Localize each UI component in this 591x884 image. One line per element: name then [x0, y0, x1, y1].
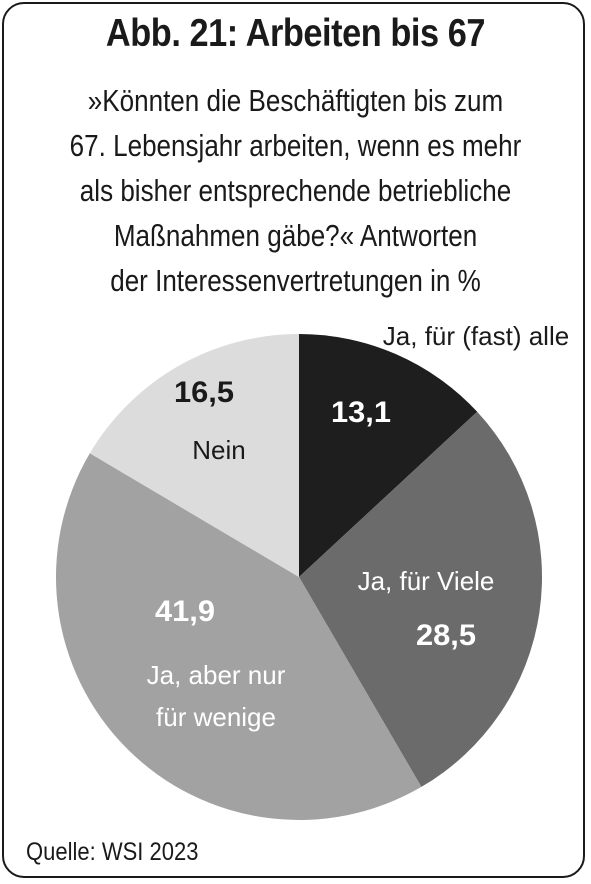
chart-title: Abb. 21: Arbeiten bis 67	[105, 12, 486, 55]
subtitle-line: »Könnten die Beschäftigten bis zum	[87, 83, 504, 118]
subtitle-line: als bisher entsprechende betriebliche	[79, 173, 512, 208]
source-note: Quelle: WSI 2023	[26, 838, 199, 866]
slice-value-label: 13,1	[331, 396, 391, 429]
slice-value-label: 28,5	[416, 619, 476, 652]
subtitle-line: 67. Lebensjahr arbeiten, wenn es mehr	[69, 128, 522, 163]
slice-category-label: Nein	[192, 435, 245, 465]
subtitle-line: der Interessenvertretungen in %	[110, 263, 481, 298]
slice-value-label: 41,9	[155, 595, 215, 628]
chart-subtitle: »Könnten die Beschäftigten bis zum 67. L…	[47, 78, 543, 303]
pie-slice	[89, 334, 299, 577]
pie-slice	[56, 453, 422, 820]
slice-category-label: Ja, für Viele	[358, 566, 495, 596]
pie-slice	[299, 411, 542, 787]
slice-category-label: Ja, für (fast) alle	[383, 321, 569, 351]
pie-slice	[299, 334, 478, 577]
slice-value-label: 16,5	[174, 376, 234, 409]
slice-category-label: Ja, aber nur für wenige	[147, 660, 286, 732]
chart-frame	[2, 2, 585, 878]
subtitle-line: Maßnahmen gäbe?« Antworten	[113, 218, 478, 253]
